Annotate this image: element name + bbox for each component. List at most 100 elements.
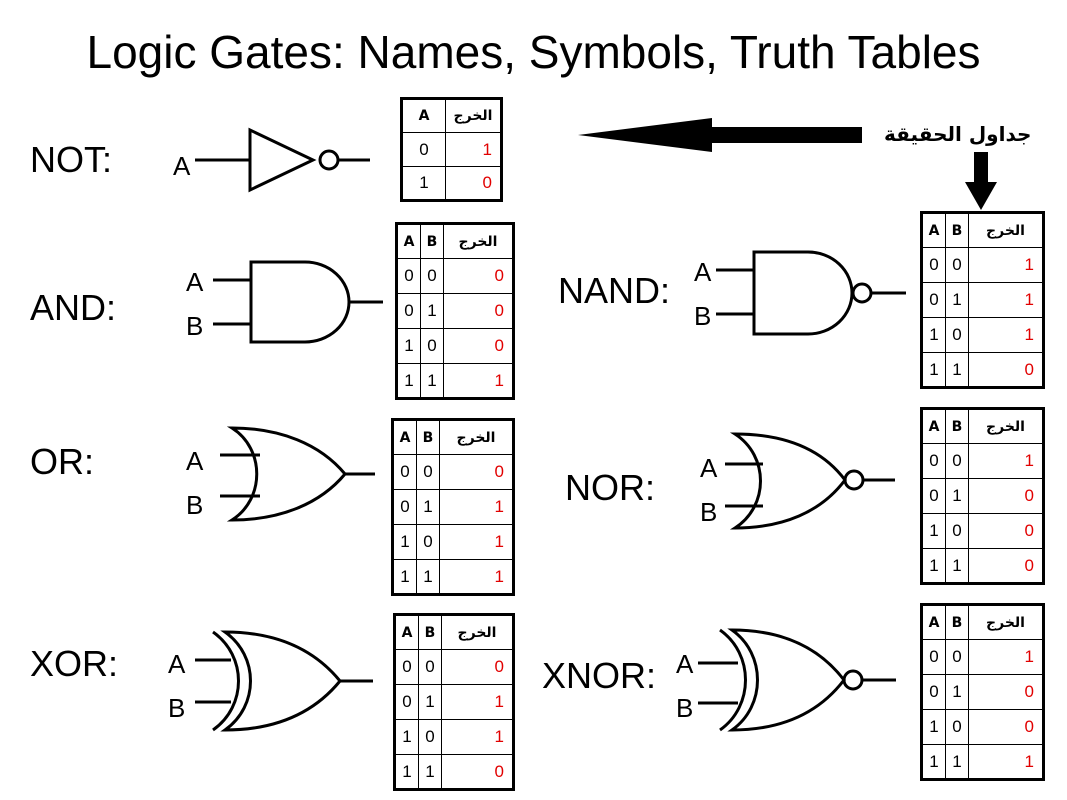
cell-output: 0	[968, 548, 1044, 584]
cell-b: 1	[945, 282, 969, 318]
cell-output: 0	[968, 674, 1044, 710]
cell-output: 1	[441, 719, 514, 755]
cell-a: 0	[401, 132, 446, 167]
gate-label-not: NOT:	[30, 139, 113, 180]
header-output: الخرج	[968, 408, 1044, 444]
truth-tables-callout: جداول الحقيقة	[884, 122, 1032, 146]
cell-b: 1	[416, 559, 440, 595]
cell-output: 1	[968, 443, 1044, 479]
or-input-b-label: B	[186, 490, 204, 520]
cell-a: 0	[396, 293, 421, 329]
not-input-a-label: A	[173, 151, 191, 181]
cell-a: 1	[394, 719, 419, 755]
cell-output: 1	[968, 317, 1044, 353]
truth-table-and: A B الخرج 0 0 0 0 1 0 1 0 0 1 1 1	[395, 222, 515, 400]
header-b: B	[945, 408, 969, 444]
truth-table-or: A B الخرج 0 0 0 0 1 1 1 0 1 1 1 1	[391, 418, 515, 596]
header-output: الخرج	[443, 223, 514, 259]
cell-output: 1	[439, 559, 514, 595]
xnor-gate-symbol	[698, 628, 896, 732]
header-a: A	[921, 604, 946, 640]
gate-label-xor: XOR:	[30, 643, 119, 684]
cell-output: 0	[968, 478, 1044, 514]
header-a: A	[921, 408, 946, 444]
nand-input-b-label: B	[694, 301, 712, 331]
cell-a: 0	[392, 454, 417, 490]
header-b: B	[416, 419, 440, 455]
header-b: B	[418, 614, 442, 650]
nand-input-a-label: A	[694, 257, 712, 287]
truth-table-nand: A B الخرج 0 0 1 0 1 1 1 0 1 1 1 0	[920, 211, 1045, 389]
cell-a: 1	[921, 548, 946, 584]
cell-a: 0	[921, 478, 946, 514]
cell-output: 0	[439, 454, 514, 490]
cell-output: 0	[968, 352, 1044, 388]
header-output: الخرج	[968, 604, 1044, 640]
gate-label-or: OR:	[30, 441, 95, 482]
header-output: الخرج	[439, 419, 514, 455]
cell-a: 1	[394, 754, 419, 790]
nand-gate-symbol	[716, 250, 906, 336]
and-input-b-label: B	[186, 311, 204, 341]
cell-output: 1	[439, 524, 514, 560]
cell-a: 0	[921, 674, 946, 710]
xor-input-b-label: B	[168, 693, 186, 723]
truth-table-xor: A B الخرج 0 0 0 0 1 1 1 0 1 1 1 0	[393, 613, 515, 791]
xnor-input-a-label: A	[676, 649, 694, 679]
header-b: B	[945, 604, 969, 640]
cell-a: 1	[921, 352, 946, 388]
header-output: الخرج	[968, 212, 1044, 248]
header-a: A	[401, 98, 446, 133]
cell-a: 1	[396, 363, 421, 399]
cell-b: 1	[418, 684, 442, 720]
header-output: الخرج	[441, 614, 514, 650]
cell-output: 0	[443, 293, 514, 329]
cell-b: 1	[945, 744, 969, 780]
cell-b: 0	[416, 524, 440, 560]
cell-b: 0	[416, 454, 440, 490]
or-gate-symbol	[220, 426, 375, 522]
cell-b: 0	[945, 247, 969, 283]
cell-b: 0	[420, 328, 444, 364]
cell-output: 0	[441, 649, 514, 685]
cell-b: 0	[945, 513, 969, 549]
cell-output: 0	[968, 709, 1044, 745]
gate-label-and: AND:	[30, 287, 117, 328]
cell-output: 1	[968, 744, 1044, 780]
cell-a: 1	[392, 524, 417, 560]
cell-b: 0	[945, 317, 969, 353]
nor-input-a-label: A	[700, 453, 718, 483]
cell-output: 1	[441, 684, 514, 720]
cell-a: 0	[921, 247, 946, 283]
and-input-a-label: A	[186, 267, 204, 297]
cell-output: 1	[445, 132, 502, 167]
nor-gate-symbol	[725, 432, 895, 530]
cell-b: 0	[945, 639, 969, 675]
cell-b: 0	[418, 649, 442, 685]
truth-table-not: A الخرج 0 1 1 0	[400, 97, 503, 202]
cell-b: 1	[945, 352, 969, 388]
cell-a: 0	[392, 489, 417, 525]
cell-a: 1	[392, 559, 417, 595]
cell-b: 0	[420, 258, 444, 294]
left-arrow-icon	[578, 118, 862, 152]
cell-b: 0	[418, 719, 442, 755]
cell-a: 0	[921, 282, 946, 318]
